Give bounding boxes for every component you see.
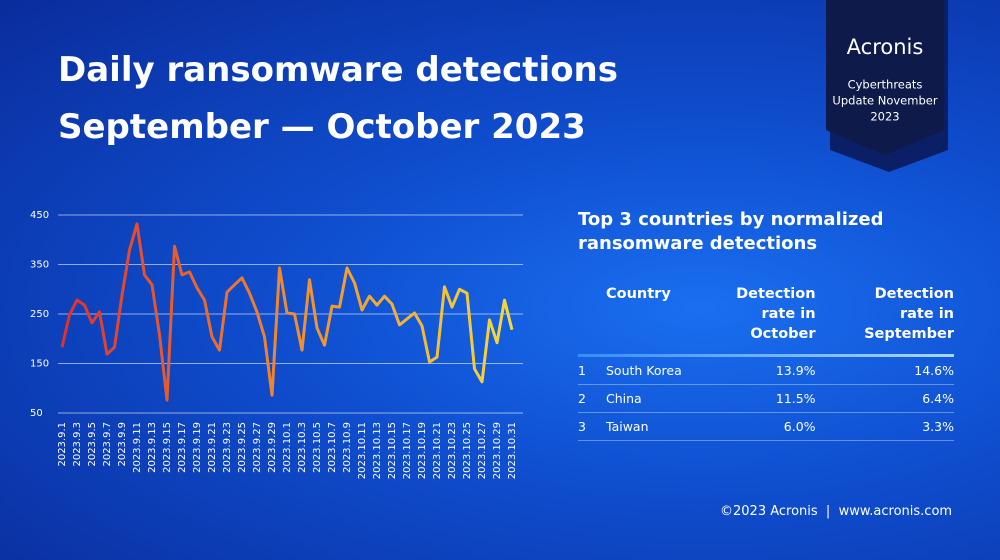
x-tick-label: 2023.10.31 — [507, 422, 518, 479]
x-tick-label: 2023.10.7 — [327, 422, 338, 473]
x-tick-label: 2023.10.27 — [477, 422, 488, 479]
table-cell: South Korea — [606, 357, 694, 385]
table-cell: 6.0% — [694, 412, 816, 441]
table-cell: 14.6% — [815, 357, 954, 385]
y-tick-label: 50 — [30, 408, 43, 419]
footer: ©2023 Acronis | www.acronis.com — [720, 504, 953, 519]
x-tick-label: 2023.9.7 — [102, 422, 113, 467]
table-cell: China — [606, 384, 694, 413]
x-tick-label: 2023.9.15 — [162, 422, 173, 473]
x-tick-label: 2023.10.19 — [417, 422, 428, 479]
x-tick-label: 2023.10.15 — [387, 422, 398, 479]
table-cell: 11.5% — [694, 384, 816, 413]
x-tick-label: 2023.9.17 — [177, 422, 188, 473]
x-tick-label: 2023.9.29 — [267, 422, 278, 473]
y-tick-label: 250 — [30, 309, 49, 320]
title-line: Daily ransomware detections — [58, 50, 619, 90]
x-tick-label: 2023.9.25 — [237, 422, 248, 473]
badge-text: Cyberthreats — [848, 78, 923, 92]
y-tick-label: 450 — [30, 210, 49, 221]
x-tick-label: 2023.10.17 — [402, 422, 413, 479]
table-cell: 1 — [578, 357, 606, 385]
x-tick-label: 2023.10.23 — [447, 422, 458, 479]
y-tick-label: 150 — [30, 359, 49, 370]
x-tick-label: 2023.10.5 — [312, 422, 323, 473]
x-tick-label: 2023.10.13 — [372, 422, 383, 479]
x-tick-label: 2023.10.25 — [462, 422, 473, 479]
x-tick-label: 2023.9.23 — [222, 422, 233, 473]
table-row: 3 Taiwan 6.0% 3.3% — [578, 412, 954, 441]
table-cell: Taiwan — [606, 412, 694, 441]
col-header: Country — [606, 286, 671, 302]
x-tick-label: 2023.9.3 — [72, 422, 83, 467]
line — [60, 222, 514, 402]
title-block: Daily ransomware detections September — … — [58, 42, 618, 156]
badge-text: 2023 — [870, 110, 899, 124]
x-tick-label: 2023.9.13 — [147, 422, 158, 473]
badge-brand: Acronis — [847, 35, 924, 59]
x-tick-label: 2023.10.1 — [282, 422, 293, 473]
table-block: Top 3 countries by normalized ransomware… — [578, 208, 954, 441]
col-header: Detection rate in September — [864, 286, 954, 342]
table-cell: 2 — [578, 384, 606, 413]
x-tick-label: 2023.10.21 — [432, 422, 443, 479]
col-header: Detection rate in October — [736, 286, 816, 342]
x-tick-label: 2023.9.9 — [117, 422, 128, 467]
x-tick-label: 2023.9.19 — [192, 422, 203, 473]
table-cell: 3.3% — [815, 412, 954, 441]
x-tick-label: 2023.9.1 — [57, 422, 68, 467]
table-title: Top 3 countries by normalized ransomware… — [578, 209, 884, 254]
table-cell: 13.9% — [694, 357, 816, 385]
x-tick-label: 2023.9.27 — [252, 422, 263, 473]
table-cell: 3 — [578, 412, 606, 441]
x-tick-label: 2023.10.11 — [357, 422, 368, 479]
x-tick-label: 2023.9.11 — [132, 422, 143, 473]
x-tick-label: 2023.9.21 — [207, 422, 218, 473]
x-tick-label: 2023.9.5 — [87, 422, 98, 467]
y-tick-label: 350 — [30, 260, 49, 271]
x-tick-label: 2023.10.29 — [492, 422, 503, 479]
table: Country Detection rate in October Detect… — [578, 284, 954, 441]
table-row: 1 South Korea 13.9% 14.6% — [578, 357, 954, 385]
badge — [826, 0, 944, 155]
title-line: September — October 2023 — [58, 107, 586, 147]
table-cell: 6.4% — [815, 384, 954, 413]
badge-text: Update November — [832, 94, 937, 108]
table-row: 2 China 11.5% 6.4% — [578, 384, 954, 413]
x-tick-label: 2023.10.9 — [342, 422, 353, 473]
x-tick-label: 2023.10.3 — [297, 422, 308, 473]
